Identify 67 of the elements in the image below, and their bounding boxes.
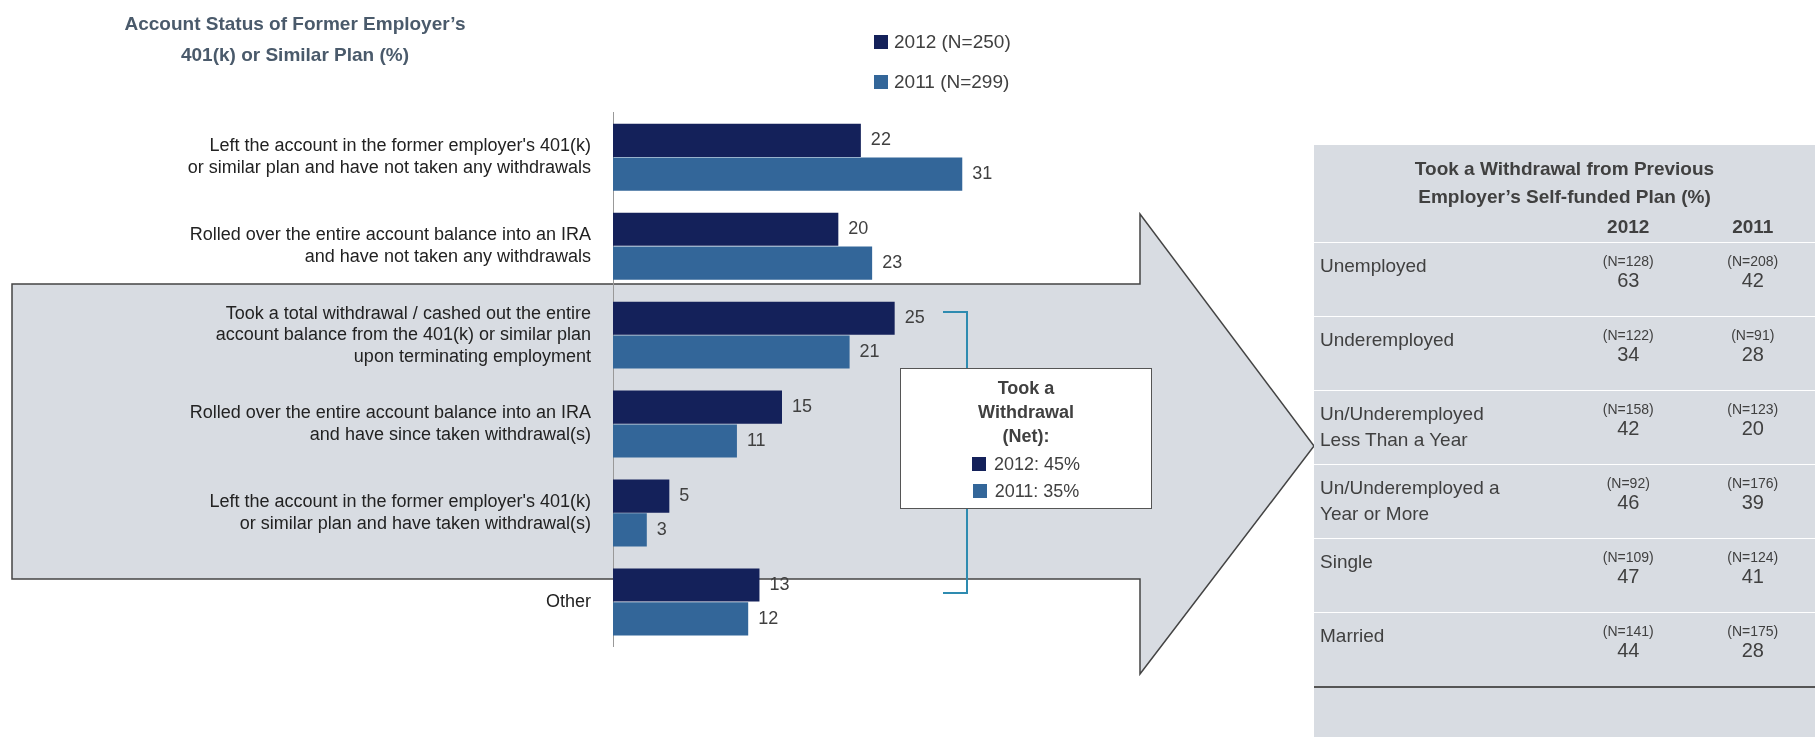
series-label: 2012 xyxy=(1606,215,1651,239)
data-label: 28 xyxy=(1740,343,1765,366)
legend-label: 2012 (N=250) xyxy=(893,30,1011,54)
text: (N=124) xyxy=(1726,549,1780,565)
text: (N=128) xyxy=(1601,253,1655,269)
category-label: Underemployed xyxy=(1320,328,1456,352)
bar xyxy=(613,212,839,246)
bar xyxy=(613,301,895,335)
data-label: 47 xyxy=(1616,565,1641,588)
bar xyxy=(613,335,850,369)
data-label: 41 xyxy=(1740,565,1765,588)
data-label: 42 xyxy=(1740,269,1765,292)
data-label: 11 xyxy=(746,429,766,450)
y-tick-label: Rolled over the entire account balance into an IRA and have since taken withdrawal(s) xyxy=(189,402,591,444)
text: (N=92) xyxy=(1605,475,1651,491)
data-label: 22 xyxy=(870,129,891,150)
text: (N=122) xyxy=(1601,327,1655,343)
y-tick-label: Left the account in the former employer's 401(k) or similar plan and have not taken any withdrawals xyxy=(187,135,591,178)
category-label: Single xyxy=(1320,550,1374,574)
data-label: 21 xyxy=(859,341,880,361)
bar xyxy=(613,568,760,602)
y-tick-label: Rolled over the entire account balance into an IRA and have not taken any withdrawals xyxy=(189,224,591,266)
text: (N=109) xyxy=(1601,549,1655,565)
bar xyxy=(613,479,670,513)
bar xyxy=(613,424,737,458)
bar xyxy=(613,513,647,547)
data-label: 34 xyxy=(1616,343,1641,366)
data-label: 46 xyxy=(1616,491,1641,514)
y-tick-label: Other xyxy=(545,590,591,611)
text: (N=175) xyxy=(1726,623,1780,639)
category-label: Unemployed xyxy=(1320,254,1428,278)
text: (N=158) xyxy=(1601,401,1655,417)
text: (N=141) xyxy=(1601,623,1655,639)
data-label: 3 xyxy=(656,518,667,539)
legend-label: 2011 (N=299) xyxy=(893,70,1011,94)
text: (N=208) xyxy=(1726,253,1780,269)
text: (N=91) xyxy=(1730,327,1776,343)
data-label: 42 xyxy=(1616,417,1641,440)
data-label: 13 xyxy=(769,574,790,594)
bar xyxy=(613,246,873,280)
text: Account Status of Former Employer’s 401(k) or Similar Plan (%) xyxy=(123,12,467,67)
bar xyxy=(613,602,749,636)
data-label: 44 xyxy=(1616,639,1641,662)
text: Took a Withdrawal from Previous Employer’s Self-funded Plan (%) xyxy=(1413,157,1716,209)
y-tick-label: Left the account in the former employer's 401(k) or similar plan and have taken withdrawal(s) xyxy=(209,491,591,533)
text: (N=123) xyxy=(1726,401,1780,417)
bar xyxy=(613,157,963,191)
text: (N=176) xyxy=(1726,475,1780,491)
bar xyxy=(613,390,782,424)
data-label: 25 xyxy=(904,307,925,328)
data-label: 15 xyxy=(792,396,813,417)
y-tick-label: Took a total withdrawal / cashed out the entire account balance from the 401(k) or similar plan upon terminating employment xyxy=(215,302,591,366)
data-label: 63 xyxy=(1616,269,1641,292)
data-label: 20 xyxy=(1740,417,1765,440)
text: 2011 xyxy=(1731,215,1775,239)
data-label: 20 xyxy=(848,218,869,239)
data-label: 5 xyxy=(679,485,690,506)
bar xyxy=(613,123,861,157)
data-label: 12 xyxy=(758,607,779,628)
category-label: Un/Underemployed a Year or More xyxy=(1320,476,1501,526)
data-label: 39 xyxy=(1740,491,1765,514)
data-label: 31 xyxy=(972,163,993,184)
text-box: Took a Withdrawal (Net): 2012: 45% 2011: 35% xyxy=(900,368,1152,509)
category-label: Un/Underemployed Less Than a Year xyxy=(1320,402,1485,452)
data-label: 28 xyxy=(1740,639,1765,662)
data-label: 23 xyxy=(882,252,903,273)
category-label: Married xyxy=(1320,624,1386,648)
